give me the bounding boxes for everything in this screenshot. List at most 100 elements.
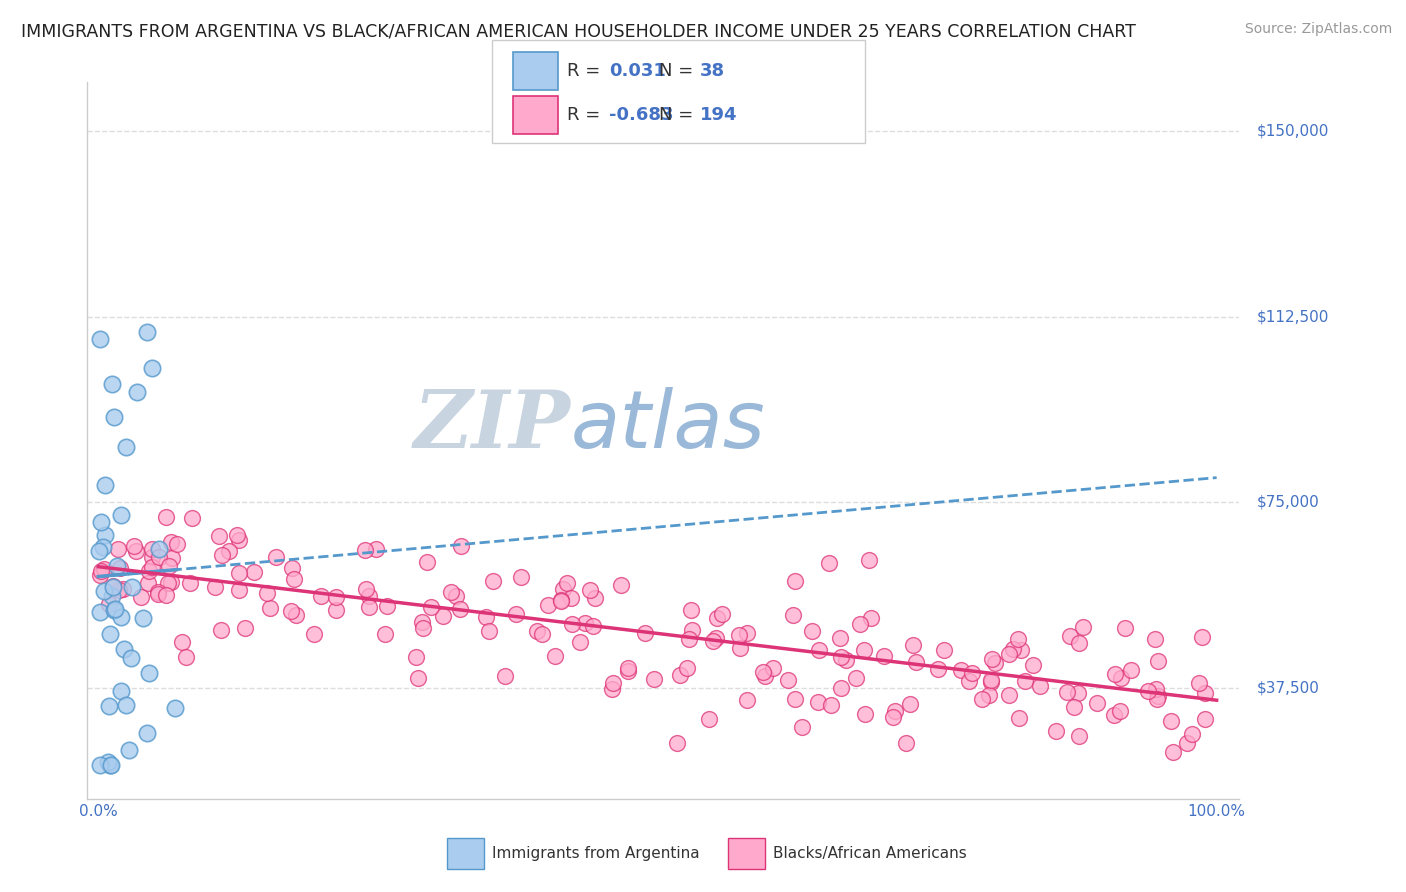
Point: [509, 569, 531, 583]
Point: [181, 510, 204, 524]
Point: [89, 543, 111, 558]
Point: [898, 697, 921, 711]
Point: [138, 565, 160, 579]
Point: [751, 665, 773, 679]
Point: [228, 566, 250, 580]
Point: [264, 550, 287, 565]
Point: [1059, 629, 1081, 643]
Point: [103, 410, 125, 425]
Point: [1191, 630, 1213, 644]
Point: [676, 660, 699, 674]
Point: [526, 624, 548, 638]
Point: [609, 577, 631, 591]
Point: [643, 673, 665, 687]
Text: 0.031: 0.031: [609, 62, 665, 79]
Point: [353, 543, 375, 558]
Text: $150,000: $150,000: [1257, 124, 1329, 139]
Point: [1067, 729, 1090, 743]
Point: [853, 643, 876, 657]
Point: [129, 591, 152, 605]
Point: [561, 617, 583, 632]
Point: [98, 699, 121, 714]
Point: [148, 549, 170, 564]
Point: [157, 575, 180, 590]
Point: [1146, 681, 1168, 696]
Point: [957, 674, 980, 689]
Point: [1104, 666, 1126, 681]
Point: [783, 692, 806, 706]
Point: [141, 549, 163, 564]
Point: [979, 674, 1001, 689]
Point: [537, 598, 560, 612]
Point: [179, 575, 201, 590]
Point: [1102, 708, 1125, 723]
Point: [110, 508, 132, 522]
Point: [634, 625, 657, 640]
Point: [208, 529, 231, 543]
Point: [984, 656, 1007, 670]
Point: [166, 536, 188, 550]
Point: [127, 384, 149, 399]
Point: [100, 757, 122, 772]
Point: [110, 683, 132, 698]
Point: [582, 618, 605, 632]
Point: [668, 668, 690, 682]
Point: [896, 736, 918, 750]
Point: [228, 533, 250, 548]
Point: [1163, 745, 1185, 759]
Point: [882, 710, 904, 724]
Point: [141, 361, 163, 376]
Point: [711, 607, 734, 621]
Point: [155, 509, 177, 524]
Point: [1194, 686, 1216, 700]
Point: [972, 692, 994, 706]
Point: [419, 599, 441, 614]
Point: [432, 608, 454, 623]
Point: [121, 581, 143, 595]
Point: [91, 541, 114, 555]
Point: [135, 725, 157, 739]
Point: [125, 543, 148, 558]
Point: [138, 666, 160, 681]
Point: [101, 579, 124, 593]
Point: [211, 548, 233, 562]
Point: [579, 582, 602, 597]
Point: [845, 672, 868, 686]
Point: [904, 655, 927, 669]
Point: [108, 582, 131, 597]
Point: [366, 542, 388, 557]
Point: [702, 633, 724, 648]
Text: atlas: atlas: [571, 387, 766, 466]
Text: 194: 194: [700, 106, 738, 124]
Point: [553, 582, 575, 596]
Point: [94, 528, 117, 542]
Point: [89, 567, 111, 582]
Point: [481, 574, 503, 589]
Point: [204, 580, 226, 594]
Point: [103, 603, 125, 617]
Point: [89, 332, 111, 346]
Point: [1175, 736, 1198, 750]
Point: [450, 539, 472, 553]
Point: [617, 664, 640, 678]
Point: [155, 588, 177, 602]
Point: [406, 672, 429, 686]
Point: [354, 582, 377, 596]
Point: [1109, 704, 1132, 718]
Point: [242, 565, 264, 579]
Text: $112,500: $112,500: [1257, 310, 1329, 325]
Point: [600, 682, 623, 697]
Point: [112, 582, 135, 597]
Point: [325, 591, 347, 605]
Point: [835, 653, 858, 667]
Point: [226, 528, 249, 542]
Point: [1007, 632, 1029, 646]
Point: [820, 698, 842, 712]
Point: [98, 626, 121, 640]
Point: [412, 621, 434, 635]
Point: [148, 586, 170, 600]
Text: ZIP: ZIP: [413, 387, 571, 465]
Point: [1194, 712, 1216, 726]
Point: [1002, 642, 1025, 657]
Point: [782, 607, 804, 622]
